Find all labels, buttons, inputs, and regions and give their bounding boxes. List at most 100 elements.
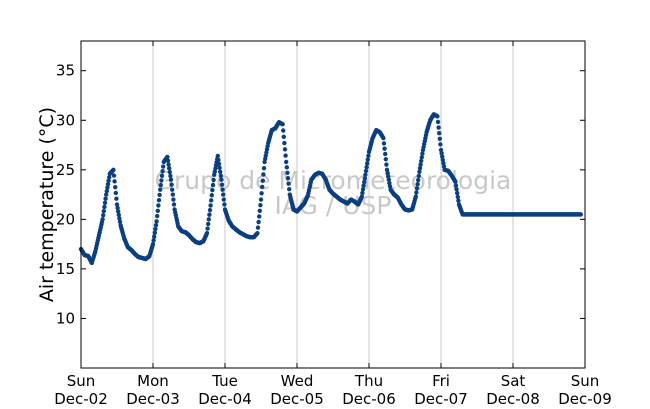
data-point: [211, 177, 216, 183]
data-point: [256, 219, 261, 225]
data-point: [216, 157, 221, 163]
data-point: [284, 165, 289, 170]
data-point: [221, 197, 226, 202]
data-point: [363, 172, 368, 177]
x-tick-date-5: Dec-07: [414, 390, 468, 408]
y-tick-label-20: 20: [56, 210, 75, 228]
data-point: [170, 192, 175, 197]
x-tick-day-3: Wed: [281, 372, 314, 390]
data-point: [438, 147, 444, 153]
x-tick-day-1: Mon: [137, 372, 169, 390]
x-tick-date-0: Dec-02: [54, 390, 108, 408]
data-point: [361, 183, 366, 188]
data-point: [101, 208, 107, 214]
data-point: [153, 226, 158, 232]
data-point: [416, 177, 421, 183]
data-point: [454, 187, 459, 192]
data-point: [100, 217, 105, 222]
data-point: [104, 192, 109, 197]
data-point: [154, 219, 159, 224]
data-point: [453, 183, 459, 188]
data-point: [382, 146, 387, 151]
x-tick-date-2: Dec-04: [198, 390, 252, 408]
data-point: [366, 153, 371, 158]
data-point: [104, 188, 110, 194]
data-point: [101, 213, 106, 218]
data-point: [287, 186, 292, 192]
x-tick-date-6: Dec-08: [486, 390, 540, 408]
data-point: [106, 178, 111, 183]
data-point: [151, 238, 156, 243]
data-point: [170, 187, 175, 192]
data-point: [280, 122, 285, 127]
data-point: [418, 162, 423, 167]
data-point: [204, 231, 210, 236]
data-point: [414, 186, 420, 191]
data-point: [103, 196, 108, 201]
data-point: [165, 154, 170, 160]
data-point: [114, 196, 119, 201]
data-point: [578, 212, 583, 217]
data-point: [419, 155, 424, 160]
data-point: [205, 226, 210, 231]
data-point: [258, 197, 264, 202]
plot-frame: [80, 40, 586, 369]
data-point: [166, 162, 171, 167]
data-point: [440, 157, 445, 163]
data-point: [219, 182, 225, 187]
data-point: [386, 174, 391, 179]
y-tick-label-15: 15: [56, 260, 75, 278]
data-point: [167, 169, 172, 175]
data-point: [387, 184, 393, 189]
x-tick-day-6: Sat: [501, 372, 526, 390]
data-point: [105, 185, 110, 190]
data-point: [156, 203, 161, 208]
data-point: [115, 205, 120, 211]
data-point: [437, 136, 442, 141]
data-point: [217, 165, 222, 171]
data-point: [209, 193, 214, 198]
data-point: [386, 177, 391, 182]
data-point: [260, 178, 265, 183]
data-point: [283, 153, 288, 158]
x-tick-date-7: Dec-09: [558, 390, 612, 408]
data-point: [155, 213, 160, 219]
data-point: [381, 135, 386, 141]
data-point: [116, 209, 121, 214]
data-point: [113, 190, 119, 196]
data-point: [113, 184, 118, 190]
data-point: [167, 166, 172, 171]
data-point: [153, 222, 159, 228]
data-point: [107, 175, 112, 180]
data-point: [159, 173, 165, 178]
data-point: [455, 190, 460, 196]
data-point: [152, 230, 157, 235]
data-point: [165, 158, 171, 163]
data-point: [218, 169, 223, 174]
data-point: [206, 221, 211, 227]
data-point: [157, 192, 162, 198]
y-tick-label-25: 25: [56, 161, 75, 179]
data-point: [364, 164, 369, 170]
data-point: [414, 190, 419, 195]
data-point: [384, 167, 390, 173]
x-axis-ticks: SunDec-02MonDec-03TueDec-04WedDec-05ThuD…: [54, 41, 612, 408]
y-tick-label-30: 30: [56, 111, 75, 129]
data-point: [419, 158, 424, 164]
data-point: [161, 164, 166, 169]
x-tick-date-3: Dec-05: [270, 390, 324, 408]
data-point: [159, 178, 164, 183]
data-point: [437, 130, 442, 136]
y-axis-ticks: 10 15 20 25 30 35: [56, 62, 585, 327]
data-point: [209, 198, 214, 203]
data-point: [258, 202, 263, 208]
data-point: [255, 225, 261, 230]
data-point: [222, 202, 227, 207]
data-point: [216, 161, 222, 167]
data-point: [360, 190, 365, 196]
data-point: [221, 192, 226, 197]
data-point: [261, 165, 267, 171]
data-point: [360, 187, 366, 192]
data-point: [105, 181, 111, 187]
data-point: [383, 157, 388, 162]
